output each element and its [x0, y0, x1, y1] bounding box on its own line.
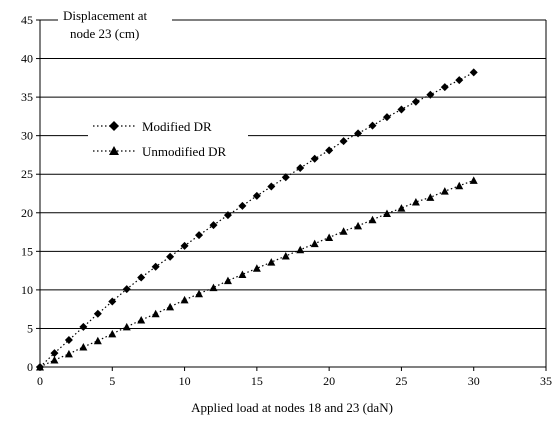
point-diamond	[296, 164, 305, 173]
x-tick-label-20: 20	[323, 374, 335, 388]
legend-label-unmodified: Unmodified DR	[142, 144, 226, 159]
x-tick-label-15: 15	[251, 374, 263, 388]
legend: Modified DR Unmodified DR	[93, 119, 226, 159]
point-triangle	[411, 197, 420, 206]
point-triangle	[108, 329, 117, 338]
point-diamond	[238, 201, 247, 210]
y-tick-label-40: 40	[21, 52, 33, 66]
point-triangle	[50, 356, 59, 364]
point-diamond	[455, 76, 464, 85]
point-diamond	[79, 322, 88, 331]
point-triangle	[455, 181, 464, 190]
point-diamond	[151, 262, 160, 271]
point-diamond	[440, 83, 449, 92]
point-triangle	[180, 295, 189, 304]
point-triangle	[397, 204, 406, 212]
point-triangle	[339, 227, 348, 235]
series-1	[36, 176, 478, 371]
point-triangle	[36, 363, 44, 371]
x-tick-label-10: 10	[179, 374, 191, 388]
point-diamond	[50, 349, 59, 358]
point-triangle	[325, 233, 334, 241]
point-triangle	[137, 315, 146, 324]
point-triangle	[195, 289, 204, 298]
point-diamond	[397, 105, 406, 114]
point-triangle	[209, 283, 218, 292]
point-diamond	[223, 211, 232, 220]
point-triangle	[440, 187, 449, 195]
point-diamond	[411, 97, 420, 106]
point-triangle	[93, 336, 102, 345]
point-diamond	[469, 68, 478, 77]
point-diamond	[122, 285, 131, 294]
point-triangle	[267, 258, 276, 266]
point-diamond	[93, 309, 102, 318]
point-diamond	[426, 90, 435, 99]
point-diamond	[382, 113, 391, 122]
point-triangle	[166, 302, 175, 311]
point-triangle	[296, 245, 305, 254]
point-triangle	[281, 251, 290, 260]
point-diamond	[64, 336, 73, 345]
point-diamond	[137, 273, 146, 282]
x-tick-labels: 0 5 10 15 20 25 30 35	[37, 374, 552, 388]
y-tick-label-0: 0	[27, 360, 33, 374]
point-diamond	[310, 154, 319, 163]
point-triangle	[223, 276, 232, 285]
point-triangle	[354, 221, 363, 230]
point-diamond	[339, 137, 348, 146]
point-triangle	[310, 239, 319, 248]
legend-diamond-marker	[109, 121, 119, 131]
point-diamond	[180, 241, 189, 250]
x-tick-label-35: 35	[540, 374, 552, 388]
x-tick-label-5: 5	[109, 374, 115, 388]
x-tick-label-30: 30	[468, 374, 480, 388]
point-triangle	[151, 309, 160, 318]
y-tick-label-30: 30	[21, 129, 33, 143]
series-line-1	[39, 179, 474, 368]
legend-triangle-marker	[109, 146, 119, 155]
ylabel-box	[58, 5, 172, 43]
point-diamond	[166, 252, 175, 261]
point-triangle	[238, 270, 247, 278]
point-triangle	[382, 209, 391, 218]
series-layer	[36, 68, 478, 371]
point-diamond	[354, 129, 363, 138]
point-diamond	[281, 173, 290, 182]
axes	[36, 19, 547, 371]
point-triangle	[122, 322, 131, 331]
y-tick-label-25: 25	[21, 167, 33, 181]
point-diamond	[209, 221, 218, 230]
point-triangle	[252, 264, 261, 272]
point-triangle	[79, 342, 88, 351]
y-axis-label-line1: Displacement at	[63, 8, 147, 23]
y-tick-label-35: 35	[21, 90, 33, 104]
gridlines	[40, 19, 546, 329]
series-0	[36, 68, 478, 371]
x-tick-label-25: 25	[395, 374, 407, 388]
y-tick-labels: 0 5 10 15 20 25 30 35 40 45	[21, 13, 33, 374]
x-tick-label-0: 0	[37, 374, 43, 388]
point-triangle	[426, 193, 435, 201]
point-diamond	[195, 231, 204, 240]
y-tick-label-15: 15	[21, 244, 33, 258]
legend-label-modified: Modified DR	[142, 119, 212, 134]
point-diamond	[325, 146, 334, 155]
point-diamond	[108, 297, 117, 306]
point-triangle	[469, 176, 478, 184]
point-diamond	[267, 182, 276, 191]
y-tick-label-20: 20	[21, 206, 33, 220]
y-axis-label-line2: node 23 (cm)	[70, 26, 139, 41]
y-tick-label-45: 45	[21, 13, 33, 27]
x-axis-label: Applied load at nodes 18 and 23 (daN)	[191, 400, 393, 415]
point-diamond	[368, 121, 377, 130]
y-tick-label-10: 10	[21, 283, 33, 297]
point-triangle	[368, 215, 377, 224]
point-triangle	[64, 349, 73, 358]
point-diamond	[252, 191, 261, 200]
y-tick-label-5: 5	[27, 321, 33, 335]
